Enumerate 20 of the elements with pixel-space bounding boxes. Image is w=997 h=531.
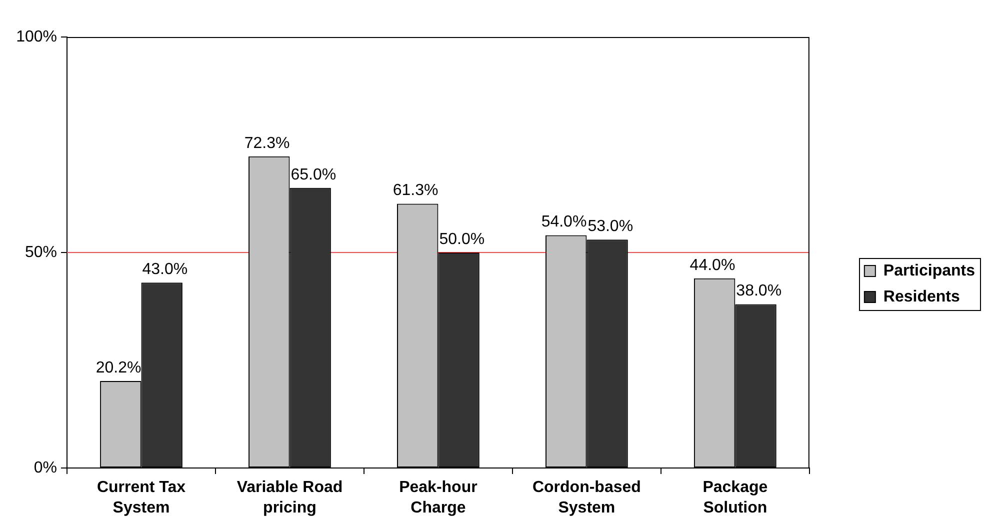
x-tick-label: Package Solution [702, 478, 768, 517]
data-label: 20.2% [96, 359, 142, 376]
data-label: 38.0% [736, 282, 782, 300]
legend-label: Residents [883, 288, 960, 306]
data-label: 53.0% [588, 218, 634, 235]
data-label: 65.0% [290, 166, 336, 184]
x-tick-label: Current Tax System [96, 478, 186, 517]
data-label: 54.0% [541, 214, 587, 231]
data-label: 44.0% [690, 256, 736, 274]
legend-label: Participants [883, 262, 976, 280]
data-label: 72.3% [244, 134, 290, 152]
y-tick-label: 0% [34, 459, 57, 476]
x-tick-label: Peak-hour Charge [399, 478, 478, 517]
data-label: 43.0% [142, 261, 188, 278]
y-tick-label: 100% [16, 28, 57, 46]
data-label: 50.0% [439, 230, 485, 248]
data-label: 61.3% [392, 182, 438, 200]
y-tick-label: 50% [24, 244, 57, 261]
x-tick-label: Cordon-based System [532, 478, 641, 517]
x-tick-label: Variable Road pricing [236, 478, 343, 517]
